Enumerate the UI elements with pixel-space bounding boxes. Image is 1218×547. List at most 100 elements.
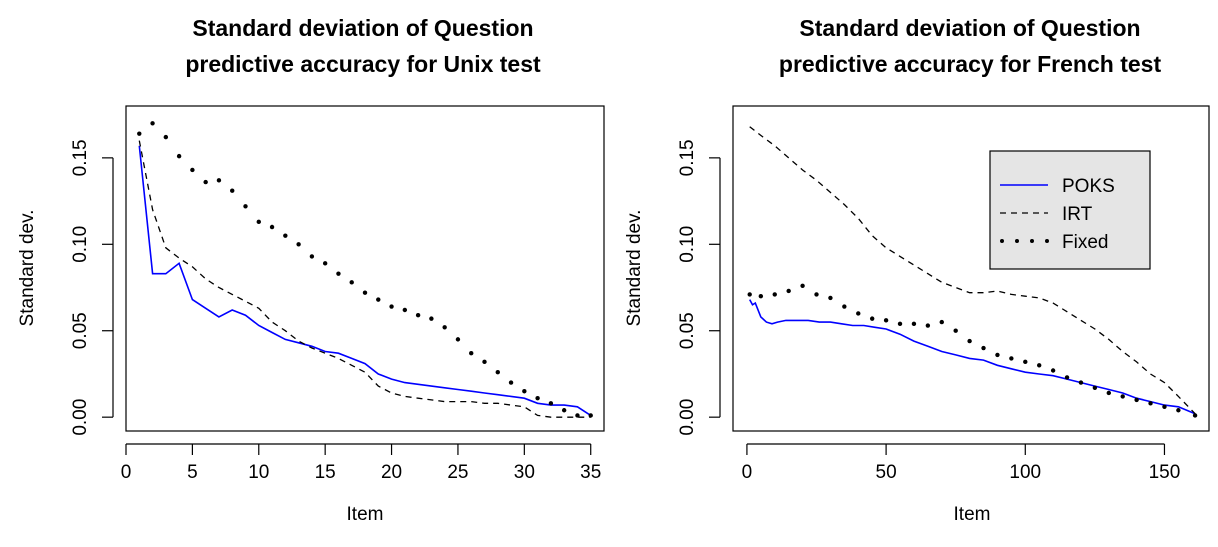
- french-series-fixed-point: [1162, 404, 1167, 409]
- french-series-fixed-point: [856, 311, 861, 316]
- unix-series-fixed-point: [402, 307, 408, 313]
- unix-series-fixed-point: [190, 167, 195, 173]
- unix-x-tick-label: 25: [447, 462, 468, 483]
- unix-y-tick-label: 0.15: [70, 139, 91, 176]
- french-series-poks-line: [748, 299, 1196, 415]
- unix-x-tick-label: 30: [514, 462, 535, 483]
- unix-series-fixed-point: [296, 242, 301, 247]
- unix-series-fixed-point: [415, 312, 421, 318]
- unix-series-fixed: [137, 121, 593, 418]
- unix-y-axis: 0.00 0.05 0.10 0.15: [70, 139, 114, 436]
- unix-x-axis: 0 5 10 15 20 25 30 35: [121, 443, 601, 483]
- french-series-fixed-point: [772, 292, 777, 297]
- french-series-fixed-point: [1023, 359, 1028, 365]
- unix-series-fixed-point: [243, 204, 248, 209]
- unix-x-tick-label: 10: [248, 462, 269, 483]
- unix-series-fixed-point: [322, 261, 328, 266]
- unix-series-fixed-point: [482, 359, 487, 365]
- legend-box: [989, 150, 1151, 270]
- french-series-fixed-point: [1092, 385, 1098, 390]
- unix-series-fixed-point: [548, 401, 554, 406]
- unix-y-tick-label: 0.10: [70, 226, 91, 263]
- french-series-fixed-point: [1050, 368, 1056, 373]
- unix-series-fixed-point: [442, 325, 447, 330]
- unix-series-irt-line: [138, 140, 591, 418]
- french-y-tick-label: 0.15: [677, 139, 698, 176]
- french-series-fixed-point: [981, 345, 986, 351]
- french-y-axis-label: Standard dev.: [624, 210, 645, 327]
- french-series-fixed-point: [939, 319, 944, 325]
- french-chart-title-line-2: predictive accuracy for French test: [779, 51, 1162, 77]
- unix-x-axis-label: Item: [347, 504, 384, 525]
- french-series-fixed: [747, 283, 1198, 418]
- unix-series-fixed-point: [495, 370, 500, 375]
- french-series-fixed-point: [758, 293, 764, 299]
- french-x-tick-label: 0: [742, 462, 753, 483]
- legend: POKS IRT Fixed: [989, 150, 1151, 270]
- french-series-fixed-point: [1036, 363, 1042, 368]
- french-series-fixed-point: [1134, 397, 1139, 403]
- legend-label-irt: IRT: [1062, 204, 1093, 225]
- legend-label-fixed: Fixed: [1062, 232, 1108, 253]
- french-series-fixed-point: [911, 321, 917, 327]
- french-series-fixed-point: [814, 292, 819, 297]
- unix-series-fixed-point: [230, 188, 235, 193]
- unix-chart-title-line-2: predictive accuracy for Unix test: [185, 51, 541, 77]
- french-series-fixed-point: [1176, 408, 1181, 413]
- unix-x-tick-label: 20: [381, 462, 402, 483]
- unix-series-layer: [137, 121, 593, 418]
- unix-y-axis-label: Standard dev.: [17, 210, 38, 327]
- unix-series-poks-line: [138, 145, 592, 417]
- french-series-fixed-point: [995, 352, 1000, 358]
- french-x-tick-label: 50: [876, 462, 897, 483]
- french-series-fixed-point: [1106, 390, 1111, 396]
- unix-series-fixed-point: [429, 316, 434, 321]
- french-series-fixed-point: [967, 338, 972, 344]
- unix-x-tick-label: 15: [315, 462, 336, 483]
- unix-series-fixed-point: [309, 254, 315, 259]
- french-x-tick-label: 100: [1009, 462, 1041, 483]
- french-series-fixed-point: [842, 304, 847, 309]
- french-y-tick-label: 0.10: [677, 226, 698, 263]
- french-series-fixed-point: [897, 321, 903, 327]
- unix-chart-panel: Standard deviation of Question predictiv…: [17, 15, 605, 525]
- unix-series-fixed-point: [575, 413, 580, 418]
- unix-series-fixed-point: [469, 351, 474, 356]
- legend-label-poks: POKS: [1062, 176, 1115, 197]
- unix-series-fixed-point: [362, 290, 368, 295]
- french-y-tick-label: 0.00: [677, 399, 698, 436]
- french-x-axis: 0 50 100 150: [742, 443, 1181, 483]
- unix-series-fixed-point: [216, 178, 222, 183]
- french-series-fixed-point: [925, 323, 931, 328]
- unix-chart-title-line-1: Standard deviation of Question: [192, 15, 533, 41]
- french-plot-frame: [732, 105, 1210, 432]
- french-series-fixed-point: [1192, 413, 1198, 418]
- unix-series-fixed-point: [137, 131, 142, 136]
- unix-y-tick-label: 0.00: [70, 399, 91, 436]
- unix-series-fixed-point: [535, 395, 540, 401]
- unix-plot-frame: [125, 105, 605, 432]
- french-y-axis: 0.00 0.05 0.10 0.15: [677, 139, 721, 436]
- french-x-tick-label: 150: [1149, 462, 1181, 483]
- unix-series-fixed-point: [269, 224, 275, 230]
- unix-series-fixed-point: [561, 408, 567, 413]
- unix-x-tick-label: 0: [121, 462, 132, 483]
- french-chart-panel: Standard deviation of Question predictiv…: [624, 15, 1210, 525]
- french-series-fixed-point: [1064, 375, 1070, 380]
- unix-series-fixed-point: [588, 413, 593, 418]
- unix-x-tick-label: 35: [580, 462, 601, 483]
- unix-series-fixed-point: [283, 233, 288, 238]
- french-series-fixed-point: [869, 316, 875, 321]
- french-series-layer: [747, 126, 1198, 418]
- french-series-fixed-point: [1009, 356, 1014, 361]
- french-series-fixed-point: [1078, 380, 1084, 385]
- french-chart-title-line-1: Standard deviation of Question: [799, 15, 1140, 41]
- unix-series-fixed-point: [522, 389, 527, 394]
- unix-x-tick-label: 5: [187, 462, 198, 483]
- unix-series-fixed-point: [163, 134, 169, 140]
- unix-series-fixed-point: [203, 179, 208, 185]
- unix-series-fixed-point: [376, 297, 381, 302]
- french-series-fixed-point: [800, 283, 805, 288]
- french-x-axis-label: Item: [954, 504, 991, 525]
